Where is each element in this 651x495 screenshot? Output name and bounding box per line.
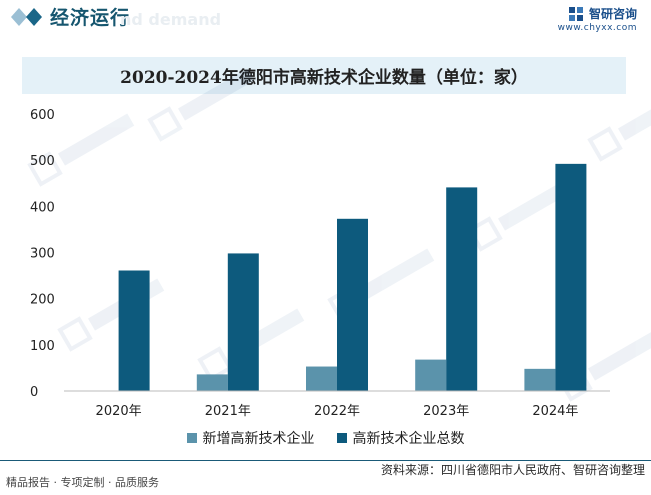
watermark-shape <box>57 113 135 166</box>
x-tick-label: 2021年 <box>205 404 251 419</box>
header-ghost-text: nd demand <box>120 10 222 29</box>
watermark-shape <box>617 88 651 141</box>
watermark-mark <box>147 68 255 142</box>
x-tick-label: 2020年 <box>96 404 142 419</box>
y-tick-label: 500 <box>30 154 55 169</box>
watermark-shape <box>497 178 575 231</box>
bars-layer <box>118 163 587 391</box>
watermark-shape <box>57 316 93 352</box>
watermark-shape <box>587 328 651 381</box>
footer-slogan: 精品报告 · 专项定制 · 品质服务 <box>6 476 159 489</box>
watermark-mark <box>27 113 135 187</box>
x-tick-label: 2022年 <box>314 404 360 419</box>
section-title: 经济运行 <box>50 7 131 29</box>
legend-label-new: 新增高新技术企业 <box>202 431 315 447</box>
watermark-mark <box>57 278 165 352</box>
chart-title-band: 2020-2024年德阳市高新技术企业数量（单位：家） <box>22 57 626 94</box>
watermark-mark <box>587 88 651 162</box>
watermark-shape <box>357 248 435 301</box>
x-tick-label: 2024年 <box>532 404 578 419</box>
header-bar: 经济运行 nd demand 智研咨询 www.chyxx.com <box>0 0 651 40</box>
legend: 新增高新技术企业 高新技术企业总数 <box>0 428 651 448</box>
brand-logo-icon <box>568 6 583 21</box>
watermark-shape <box>27 151 63 187</box>
watermark-shape <box>197 346 233 382</box>
legend-label-total: 高新技术企业总数 <box>352 431 465 447</box>
diamond-icon <box>11 8 42 26</box>
bar-total-enterprises <box>118 270 150 391</box>
legend-item-new: 新增高新技术企业 <box>186 428 315 448</box>
x-tick-label: 2023年 <box>423 404 469 419</box>
y-tick-label: 300 <box>30 247 55 262</box>
bar-total-enterprises <box>446 187 478 391</box>
x-axis: 2020年 2021年 2022年 2023年 2024年 <box>64 390 610 419</box>
y-tick-label: 600 <box>30 108 55 123</box>
bar-new-enterprises <box>415 359 447 391</box>
watermark-shape <box>177 68 255 121</box>
brand-url: www.chyxx.com <box>557 23 637 33</box>
footer-divider <box>0 460 651 461</box>
bar-total-enterprises <box>227 253 259 391</box>
brand-name: 智研咨询 <box>588 7 637 21</box>
legend-swatch-total <box>336 433 347 443</box>
y-tick-label: 0 <box>30 385 38 400</box>
bar-total-enterprises <box>337 218 368 391</box>
legend-swatch-new <box>186 433 197 443</box>
brand: 智研咨询 www.chyxx.com <box>558 5 637 33</box>
bar-new-enterprises <box>196 374 228 391</box>
watermark-shape <box>587 126 623 162</box>
chart-title: 2020-2024年德阳市高新技术企业数量（单位：家） <box>120 68 528 88</box>
y-tick-label: 200 <box>30 293 55 308</box>
watermark-shape <box>147 106 183 142</box>
y-tick-label: 400 <box>30 200 55 215</box>
bar-new-enterprises <box>524 368 556 391</box>
y-tick-label: 100 <box>30 339 55 354</box>
bar-new-enterprises <box>306 366 337 391</box>
source-note: 资料来源：四川省德阳市人民政府、智研咨询整理 <box>380 463 645 477</box>
y-axis: 0 100 200 300 400 500 600 <box>30 108 55 400</box>
legend-item-total: 高新技术企业总数 <box>336 428 465 448</box>
bar-total-enterprises <box>555 163 587 391</box>
